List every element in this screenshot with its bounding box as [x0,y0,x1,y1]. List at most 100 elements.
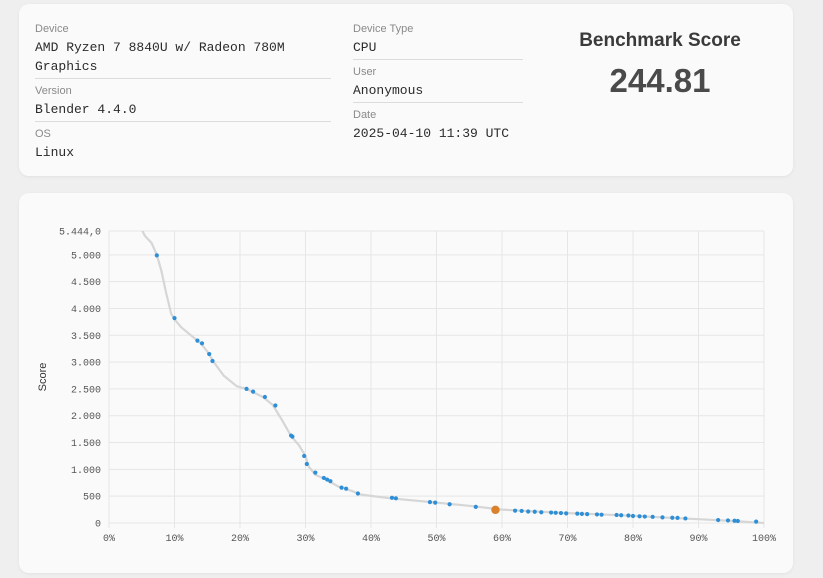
y-tick-label: 5.444,0 [59,228,101,239]
data-point [626,513,631,518]
data-point [594,512,600,517]
date-label: Date [353,109,377,121]
highlighted-data-point [491,505,500,515]
y-tick-label: 0 [95,520,101,531]
data-point [154,253,159,258]
data-point [754,519,759,524]
x-tick-label: 30% [296,534,314,545]
data-point [389,495,395,500]
distribution-curve [141,230,765,525]
data-point [526,509,531,514]
data-point [207,351,212,357]
data-point [716,517,721,523]
user-field: User Anonymous [353,65,423,100]
user-value: Anonymous [353,83,424,98]
date-value: 2025-04-10 11:39 UTC [353,126,510,141]
data-point [539,510,544,515]
device-type-value: CPU [353,40,377,55]
divider [353,59,523,60]
data-point [321,475,326,481]
data-point [244,386,249,392]
data-point [614,512,619,518]
data-point [619,513,624,518]
data-point [195,338,200,343]
x-tick-label: 0% [103,534,115,545]
data-point [642,514,647,519]
data-point [210,358,215,364]
data-point [575,511,580,516]
y-tick-label: 2.000 [71,412,101,423]
data-point [558,510,564,516]
x-tick-label: 60% [493,534,511,545]
data-point [513,508,518,513]
data-point [427,499,433,505]
divider [35,78,331,79]
data-point [344,486,349,491]
data-point [519,508,524,514]
os-label: OS [35,128,51,140]
benchmark-score-value: 244.81 [609,62,711,99]
x-tick-label: 90% [689,534,707,545]
data-point [290,434,295,439]
data-point [172,316,177,321]
data-point [683,516,688,521]
device-label: Device [35,23,69,35]
data-point [325,477,330,482]
device-value: AMD Ryzen 7 8840U w/ Radeon 780M Graphic… [35,40,285,74]
y-tick-label: 1.000 [71,466,101,477]
data-point [650,514,655,519]
data-point [328,479,333,484]
os-field: OS Linux [35,127,74,162]
y-tick-label: 2.500 [71,385,101,396]
data-point [313,470,318,475]
user-label: User [353,66,377,78]
data-point [532,509,537,514]
x-tick-label: 10% [165,534,183,545]
data-point [637,514,642,519]
data-point [599,512,604,517]
y-tick-label: 5.000 [71,251,101,262]
data-point [447,502,452,507]
x-tick-label: 20% [231,534,249,545]
data-point [725,518,731,523]
data-point [339,485,344,490]
y-tick-label: 4.500 [71,278,101,289]
x-tick-label: 70% [558,534,576,545]
data-point [273,403,278,408]
data-point [585,512,590,517]
divider [35,121,331,122]
data-point [670,515,675,520]
version-field: Version Blender 4.4.0 [35,84,136,119]
version-value: Blender 4.4.0 [35,102,137,117]
x-tick-label: 40% [362,534,380,545]
device-field: Device AMD Ryzen 7 8840U w/ Radeon 780M … [35,22,331,76]
x-tick-label: 50% [427,534,445,545]
y-tick-label: 3.500 [71,332,101,343]
date-field: Date 2025-04-10 11:39 UTC [353,108,509,143]
data-point [553,510,558,515]
data-point [433,500,438,505]
data-point [199,341,205,346]
benchmark-score-title: Benchmark Score [579,30,741,51]
y-tick-label: 1.500 [71,439,101,450]
data-point [393,496,398,501]
data-point [675,515,680,521]
data-point [564,511,569,516]
data-point [579,511,585,516]
data-point [630,513,636,519]
data-point [251,389,256,394]
data-point [473,504,478,510]
data-point [732,518,737,523]
data-point [302,453,307,459]
data-point [660,515,665,520]
score-distribution-card: 0 500 1.000 1.500 2.000 2.500 3.000 3.500 4.000 4… [19,193,793,573]
data-point [355,491,360,496]
y-tick-label: 500 [83,493,101,504]
y-tick-label: 3.000 [71,359,101,370]
x-tick-label: 80% [624,534,642,545]
data-point [304,461,309,467]
score-distribution-chart: 0 500 1.000 1.500 2.000 2.500 3.000 3.500 4.000 4… [37,228,776,546]
y-tick-label: 4.000 [71,305,101,316]
device-type-label: Device Type [353,23,414,35]
os-value: Linux [35,145,75,160]
